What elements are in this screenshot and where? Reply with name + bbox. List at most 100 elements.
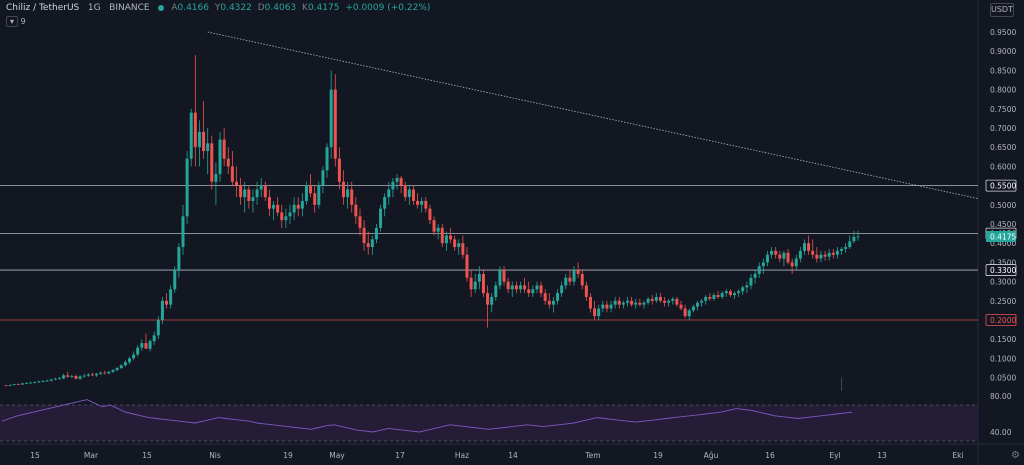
ohlc-open-label: A [171, 3, 178, 13]
candle-body [786, 252, 790, 263]
candle [444, 231, 448, 251]
indicator-toggle[interactable]: ▾ 9 [6, 16, 26, 27]
gear-icon[interactable]: ⚙ [1011, 450, 1020, 461]
candle-body [630, 300, 634, 305]
candle-body [728, 291, 732, 296]
candle [144, 333, 148, 349]
candle [432, 216, 436, 236]
interval-label[interactable]: 1G [87, 3, 101, 13]
candle-body [247, 189, 251, 201]
candle [733, 291, 737, 299]
candle-body [634, 302, 638, 305]
candle [185, 151, 189, 224]
candle [502, 266, 506, 286]
candle-body [572, 270, 576, 282]
candle [576, 262, 580, 278]
candle-body [206, 143, 210, 152]
candle [33, 381, 37, 384]
candle-body [477, 273, 481, 282]
candle [786, 248, 790, 265]
candle-body [502, 270, 506, 282]
candle-body [25, 382, 29, 384]
candle [420, 197, 424, 213]
candle [724, 289, 728, 297]
candle [354, 197, 358, 224]
candle [370, 235, 374, 255]
candle [498, 266, 502, 290]
candle [852, 230, 856, 244]
candle-body [304, 185, 308, 201]
candle-body [749, 277, 753, 286]
candle [654, 293, 658, 303]
candle-body [197, 131, 201, 148]
candle-body [41, 381, 45, 382]
candle [111, 369, 115, 373]
candle [12, 383, 16, 386]
price-unit-label[interactable]: USDT [990, 3, 1014, 17]
candle-body [490, 296, 494, 305]
candle [605, 300, 609, 313]
candle-body [276, 204, 280, 213]
candle-body [379, 208, 383, 228]
candle-body [407, 189, 411, 198]
candle [119, 364, 123, 370]
candle [741, 285, 745, 296]
candle [675, 296, 679, 307]
candle [62, 373, 66, 380]
x-tick-label: Haz [455, 451, 469, 460]
symbol-title[interactable]: Chiliz / TetherUS [6, 3, 80, 13]
candle-body [457, 243, 461, 248]
candle [387, 181, 391, 205]
candle [284, 208, 288, 228]
candle [807, 235, 811, 255]
candle [8, 384, 12, 387]
candle [90, 372, 94, 377]
chevron-down-icon[interactable]: ▾ [6, 16, 18, 27]
candle [790, 258, 794, 274]
candle-body [284, 216, 288, 221]
candle [551, 296, 555, 313]
candle [416, 193, 420, 209]
candle-body [374, 227, 378, 240]
candle-body [33, 382, 37, 384]
y-tick-label: 0.5000 [990, 201, 1016, 210]
candle-body [416, 200, 420, 205]
ohlc-close-value: 0.4175 [307, 3, 340, 13]
candle [523, 277, 527, 294]
candle [765, 250, 769, 267]
candle [346, 181, 350, 209]
candle [436, 224, 440, 240]
candle [815, 247, 819, 263]
candle-body [132, 354, 136, 359]
candle-body [391, 181, 395, 190]
candle-body [177, 247, 181, 271]
candle [547, 293, 551, 309]
candle-body [840, 248, 844, 251]
candle-body [601, 304, 605, 309]
candle [749, 273, 753, 290]
candle [239, 177, 243, 205]
candle-body [53, 378, 57, 380]
candle-body [115, 368, 119, 370]
candle [473, 273, 477, 294]
candle [708, 293, 712, 301]
candle-body [761, 262, 765, 267]
candle [325, 143, 329, 178]
candle-body [259, 185, 263, 190]
candle-body [16, 384, 20, 385]
candle [136, 344, 140, 357]
candle-body [37, 381, 41, 383]
candle-body [387, 189, 391, 198]
candle-body [556, 293, 560, 301]
y-tick-label: 0.7500 [990, 105, 1016, 114]
candle [613, 296, 617, 309]
market-status-dot-icon [158, 4, 165, 11]
candle-body [292, 204, 296, 213]
candle-body [296, 204, 300, 209]
candle-body [580, 273, 584, 286]
candle [53, 377, 57, 381]
candle-body [395, 177, 399, 182]
candle-body [86, 374, 90, 376]
candle [757, 262, 761, 278]
